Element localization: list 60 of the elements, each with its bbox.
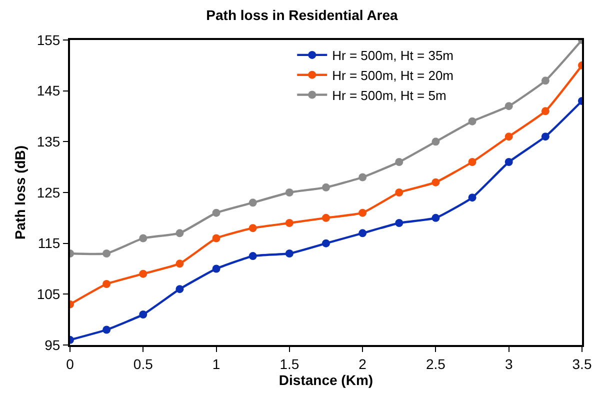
legend-label: Hr = 500m, Ht = 35m [332,48,454,64]
point [358,173,367,182]
x-tick-label: 0.5 [133,356,154,372]
point [432,138,440,146]
point [432,214,440,222]
point [322,183,330,192]
point [322,214,330,222]
y-tick-label: 115 [38,235,60,252]
point [541,76,550,85]
x-tick-label: 0 [66,356,74,372]
point [322,239,330,248]
x-tick-label: 2 [358,356,367,372]
point [248,224,257,232]
point [468,158,476,166]
point [139,310,148,318]
point [248,252,257,260]
point [285,188,294,196]
point [432,178,440,186]
point [212,264,220,273]
point [395,188,404,196]
y-axis-title: Path loss (dB) [12,145,28,240]
point [212,208,220,217]
point [285,250,294,258]
point [358,208,367,217]
point [176,285,184,294]
x-axis-title: Distance (Km) [278,372,374,388]
point [395,158,404,166]
point [102,280,111,288]
point [504,102,513,110]
y-tick-label: 145 [36,82,60,99]
point [504,132,513,141]
point [102,250,111,258]
point [102,326,111,334]
y-tick-label: 155 [36,32,60,48]
point [541,107,550,116]
point [248,198,257,207]
legend-label: Hr = 500m, Ht = 20m [332,68,454,83]
point [212,234,220,242]
point [139,270,148,278]
point [358,229,367,238]
chart-title: Path loss in Residential Area [206,6,398,23]
x-tick-label: 2.5 [426,356,446,372]
legend-label: Hr = 500m, Ht = 5m [332,88,446,103]
y-tick-label: 105 [36,286,60,302]
point [395,219,404,227]
point [176,260,184,268]
point [176,229,184,238]
point [285,219,294,227]
y-tick-label: 125 [36,184,60,200]
x-tick-label: 1.5 [280,356,300,372]
x-tick-label: 1 [212,356,220,372]
x-tick-label: 3 [504,356,513,372]
point [541,132,550,141]
x-tick-label: 3.5 [572,356,592,372]
point [468,117,476,126]
point [468,194,476,202]
point [139,234,148,242]
y-tick-label: 135 [36,134,60,150]
y-tick-label: 95 [44,336,60,353]
point [504,158,513,166]
